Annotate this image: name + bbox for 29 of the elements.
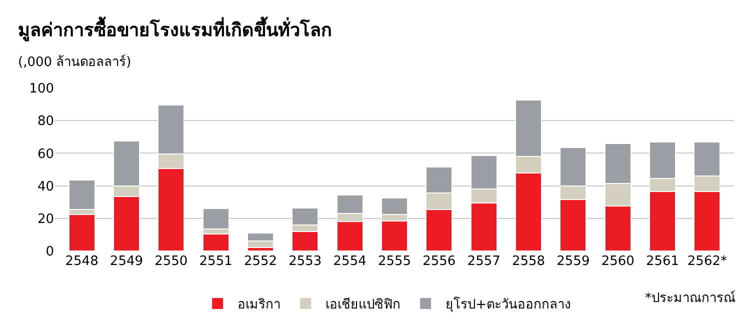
x-tick-label: 2562* (687, 254, 728, 269)
y-tick-label: 60 (37, 146, 54, 162)
legend-label: อเมริกา (238, 298, 281, 313)
y-tick-label: 20 (37, 212, 54, 227)
y-tick-label: 80 (37, 114, 54, 130)
y-tick-label: 100 (29, 82, 54, 97)
text: *ประมาณการณ์ (645, 290, 736, 306)
bar (202, 233, 230, 251)
x-tick-label: 2550 (154, 254, 188, 269)
chart-title: มูลค่าการซื้อขายโรงแรมที่เกิดขึ้นทั่วโลก (18, 16, 332, 42)
x-tick-label: 2554 (333, 254, 366, 269)
x-tick-label: 2552 (244, 254, 278, 269)
x-tick-label: 2556 (422, 254, 456, 269)
x-tick-label: 2557 (467, 254, 500, 269)
legend-label: ยุโรป+ตะวันออกกลาง (446, 296, 570, 313)
chart-subtitle: (,000 ล้านดอลลาร์) (18, 54, 132, 70)
x-tick-label: 2561 (646, 254, 680, 269)
x-tick-label: 2548 (65, 254, 98, 269)
legend-label: เอเชียแปซิฟิก (326, 296, 401, 313)
bar (68, 214, 96, 251)
y-tick-label: 40 (37, 179, 54, 194)
x-tick-label: 2559 (556, 254, 590, 269)
y-tick-label: 0 (46, 244, 54, 260)
x-tick-label: 2551 (199, 254, 232, 269)
x-tick-label: 2555 (378, 254, 412, 269)
x-tick-label: 2560 (601, 254, 634, 269)
x-tick-label: 2549 (110, 254, 144, 269)
x-tick-label: 2558 (512, 254, 546, 269)
x-tick-label: 2553 (288, 254, 322, 269)
